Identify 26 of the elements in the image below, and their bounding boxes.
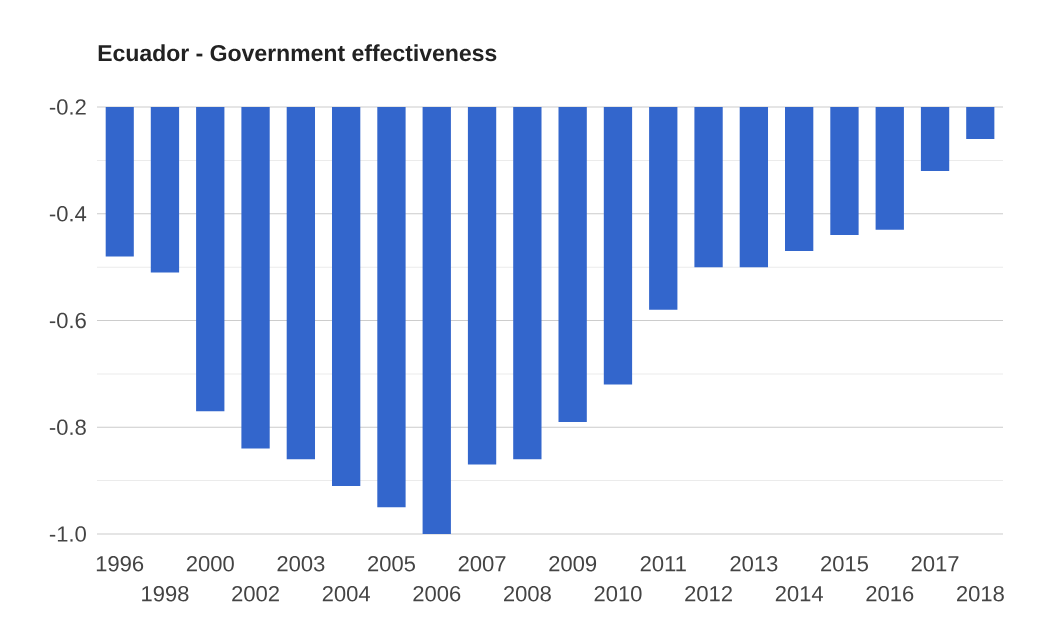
x-tick-label: 2014 [775, 585, 823, 602]
chart-title: Ecuador - Government effectiveness [98, 44, 497, 62]
y-tick-label: -0.4 [49, 205, 87, 222]
y-tick-label: -1.0 [49, 526, 86, 542]
x-tick-label: 2017 [911, 555, 959, 572]
y-tick-label: -0.8 [49, 419, 86, 436]
x-tick-label: 2003 [277, 555, 325, 572]
x-tick-label: 2015 [821, 555, 868, 572]
x-tick-label: 2012 [685, 585, 732, 602]
y-tick-label: -0.2 [49, 99, 86, 115]
x-tick-label: 2000 [186, 555, 234, 572]
x-tick-label: 2011 [640, 555, 686, 572]
x-tick-label: 2010 [594, 585, 642, 602]
x-tick-label: 2013 [730, 555, 778, 572]
x-tick-label: 1996 [96, 555, 144, 572]
x-tick-label: 1998 [142, 585, 189, 602]
x-tick-label: 2006 [413, 585, 461, 602]
y-tick-label: -0.6 [49, 312, 86, 329]
x-tick-label: 2004 [322, 585, 370, 602]
x-tick-label: 2005 [368, 555, 415, 572]
x-tick-label: 2016 [866, 585, 914, 602]
x-tick-label: 2002 [232, 585, 279, 602]
x-tick-label: 2008 [504, 585, 551, 602]
x-tick-label: 2007 [458, 555, 506, 572]
x-tick-label: 2009 [549, 555, 597, 572]
x-tick-label: 2018 [957, 585, 1004, 602]
